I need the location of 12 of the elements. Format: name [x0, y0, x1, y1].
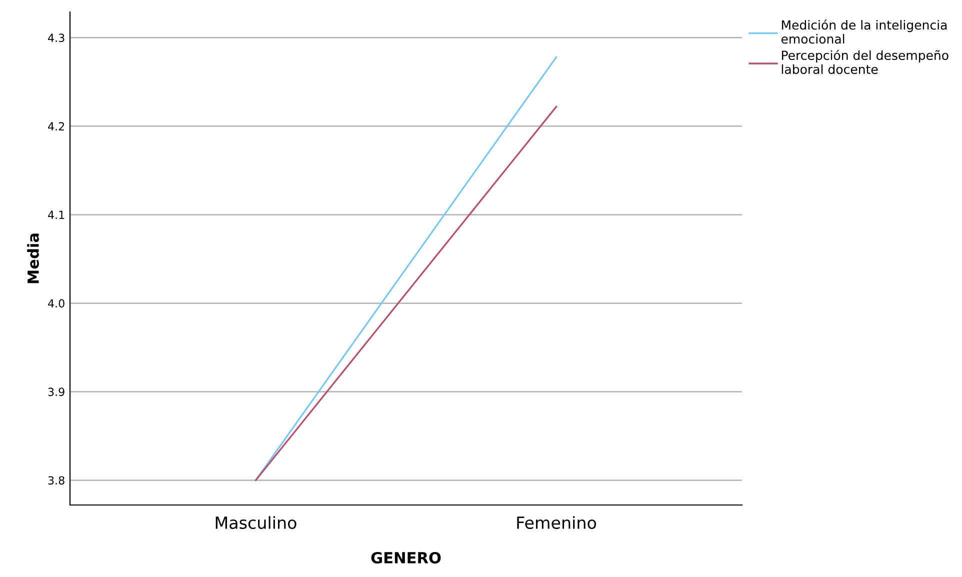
y-tick-label: 4.1 [48, 210, 64, 219]
y-axis-title: Media [27, 234, 39, 284]
x-axis-title: GENERO [371, 552, 441, 564]
x-tick-label: Masculino [216, 516, 296, 530]
legend-label: Percepción del desempeño laboral docente [782, 50, 948, 74]
legend-label: Medición de la inteligencia emocional [781, 20, 947, 44]
y-tick-label: 3.8 [48, 476, 64, 485]
x-tick-label: Femenino [517, 516, 596, 530]
y-tick-label: 3.9 [48, 388, 64, 396]
y-tick-label: 4.0 [48, 299, 64, 308]
y-tick-label: 4.2 [48, 122, 64, 130]
y-tick-label: 4.3 [48, 34, 64, 42]
